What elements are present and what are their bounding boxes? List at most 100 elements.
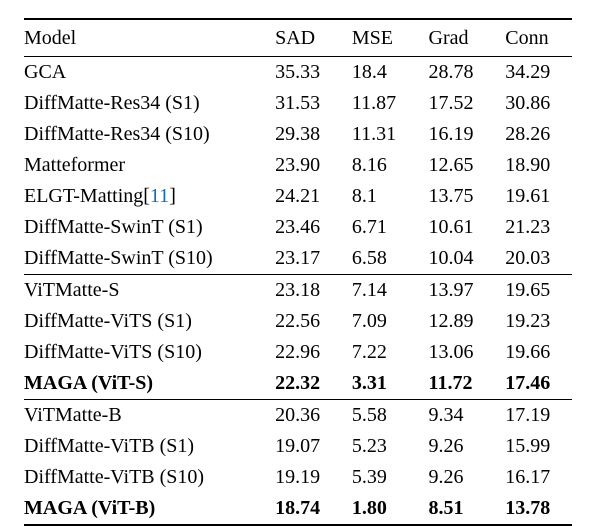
cell-grad: 10.04 (419, 243, 496, 275)
col-header-model: Model (24, 19, 265, 57)
cell-conn: 30.86 (495, 88, 572, 119)
cell-sad: 23.17 (265, 243, 342, 275)
cell-conn: 19.65 (495, 275, 572, 307)
cell-conn: 13.78 (495, 493, 572, 525)
cell-conn: 19.61 (495, 181, 572, 212)
results-table: ModelSADMSEGradConnGCA35.3318.428.7834.2… (24, 18, 572, 526)
table-row: ViTMatte-B20.365.589.3417.19 (24, 400, 572, 432)
cell-conn: 20.03 (495, 243, 572, 275)
cell-grad: 9.34 (419, 400, 496, 432)
cell-mse: 18.4 (342, 57, 419, 89)
cell-grad: 10.61 (419, 212, 496, 243)
cell-mse: 8.16 (342, 150, 419, 181)
cell-model: ViTMatte-S (24, 275, 265, 307)
cell-grad: 9.26 (419, 462, 496, 493)
table-row: MAGA (ViT-S)22.323.3111.7217.46 (24, 368, 572, 400)
col-header-sad: SAD (265, 19, 342, 57)
cell-model: DiffMatte-ViTS (S10) (24, 337, 265, 368)
cell-sad: 23.90 (265, 150, 342, 181)
cell-model: DiffMatte-ViTS (S1) (24, 306, 265, 337)
table-row: MAGA (ViT-B)18.741.808.5113.78 (24, 493, 572, 525)
cell-model: ViTMatte-B (24, 400, 265, 432)
cell-sad: 35.33 (265, 57, 342, 89)
table-row: GCA35.3318.428.7834.29 (24, 57, 572, 89)
cell-mse: 5.23 (342, 431, 419, 462)
cell-sad: 22.32 (265, 368, 342, 400)
cell-conn: 19.66 (495, 337, 572, 368)
table-row: DiffMatte-ViTB (S10)19.195.399.2616.17 (24, 462, 572, 493)
cell-mse: 11.87 (342, 88, 419, 119)
cell-sad: 22.56 (265, 306, 342, 337)
col-header-mse: MSE (342, 19, 419, 57)
cell-mse: 6.58 (342, 243, 419, 275)
table-row: DiffMatte-SwinT (S10)23.176.5810.0420.03 (24, 243, 572, 275)
table-row: DiffMatte-Res34 (S10)29.3811.3116.1928.2… (24, 119, 572, 150)
table-row: DiffMatte-ViTB (S1)19.075.239.2615.99 (24, 431, 572, 462)
cell-mse: 1.80 (342, 493, 419, 525)
table-row: DiffMatte-ViTS (S1)22.567.0912.8919.23 (24, 306, 572, 337)
cell-mse: 5.39 (342, 462, 419, 493)
cell-sad: 31.53 (265, 88, 342, 119)
cell-sad: 23.18 (265, 275, 342, 307)
cell-sad: 29.38 (265, 119, 342, 150)
table-container: ModelSADMSEGradConnGCA35.3318.428.7834.2… (0, 0, 596, 526)
cell-grad: 16.19 (419, 119, 496, 150)
cell-mse: 7.09 (342, 306, 419, 337)
cell-mse: 3.31 (342, 368, 419, 400)
cell-model: ELGT-Matting[11] (24, 181, 265, 212)
cell-conn: 21.23 (495, 212, 572, 243)
cell-model: DiffMatte-SwinT (S1) (24, 212, 265, 243)
cell-grad: 13.06 (419, 337, 496, 368)
cell-mse: 7.22 (342, 337, 419, 368)
citation-link[interactable]: 11 (150, 185, 169, 207)
table-row: DiffMatte-Res34 (S1)31.5311.8717.5230.86 (24, 88, 572, 119)
cell-model: DiffMatte-ViTB (S10) (24, 462, 265, 493)
cell-conn: 17.46 (495, 368, 572, 400)
table-header-row: ModelSADMSEGradConn (24, 19, 572, 57)
model-label-prefix: ELGT-Matting[ (24, 185, 150, 207)
cell-sad: 22.96 (265, 337, 342, 368)
cell-model: DiffMatte-Res34 (S10) (24, 119, 265, 150)
cell-model: GCA (24, 57, 265, 89)
cell-sad: 23.46 (265, 212, 342, 243)
cell-conn: 19.23 (495, 306, 572, 337)
col-header-grad: Grad (419, 19, 496, 57)
cell-sad: 19.19 (265, 462, 342, 493)
cell-conn: 28.26 (495, 119, 572, 150)
cell-model: DiffMatte-Res34 (S1) (24, 88, 265, 119)
cell-sad: 18.74 (265, 493, 342, 525)
cell-grad: 13.75 (419, 181, 496, 212)
cell-conn: 34.29 (495, 57, 572, 89)
cell-sad: 20.36 (265, 400, 342, 432)
cell-conn: 16.17 (495, 462, 572, 493)
table-row: DiffMatte-SwinT (S1)23.466.7110.6121.23 (24, 212, 572, 243)
cell-model: MAGA (ViT-S) (24, 368, 265, 400)
cell-grad: 12.89 (419, 306, 496, 337)
table-row: DiffMatte-ViTS (S10)22.967.2213.0619.66 (24, 337, 572, 368)
cell-mse: 8.1 (342, 181, 419, 212)
cell-grad: 8.51 (419, 493, 496, 525)
cell-model: DiffMatte-ViTB (S1) (24, 431, 265, 462)
cell-grad: 11.72 (419, 368, 496, 400)
cell-model: DiffMatte-SwinT (S10) (24, 243, 265, 275)
cell-mse: 7.14 (342, 275, 419, 307)
table-row: ViTMatte-S23.187.1413.9719.65 (24, 275, 572, 307)
table-row: Matteformer23.908.1612.6518.90 (24, 150, 572, 181)
cell-sad: 19.07 (265, 431, 342, 462)
cell-model: Matteformer (24, 150, 265, 181)
table-row: ELGT-Matting[11]24.218.113.7519.61 (24, 181, 572, 212)
cell-conn: 18.90 (495, 150, 572, 181)
cell-grad: 12.65 (419, 150, 496, 181)
col-header-conn: Conn (495, 19, 572, 57)
cell-grad: 28.78 (419, 57, 496, 89)
cell-mse: 6.71 (342, 212, 419, 243)
cell-conn: 15.99 (495, 431, 572, 462)
cell-sad: 24.21 (265, 181, 342, 212)
model-label-suffix: ] (169, 185, 176, 207)
cell-conn: 17.19 (495, 400, 572, 432)
cell-grad: 13.97 (419, 275, 496, 307)
cell-grad: 17.52 (419, 88, 496, 119)
cell-mse: 11.31 (342, 119, 419, 150)
cell-grad: 9.26 (419, 431, 496, 462)
cell-mse: 5.58 (342, 400, 419, 432)
